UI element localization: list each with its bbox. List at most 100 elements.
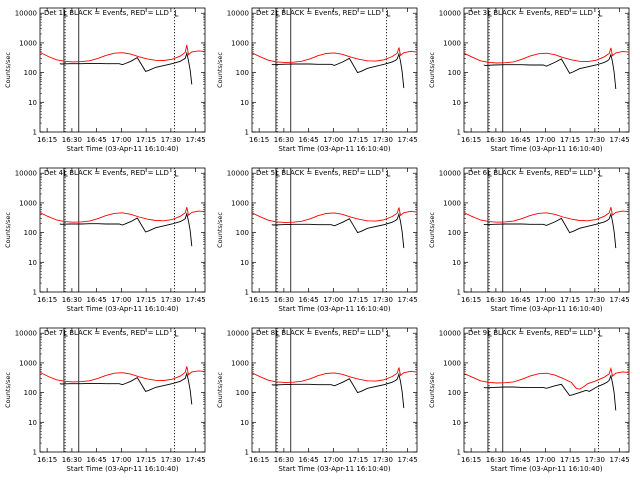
y-tick-label: 10 <box>240 419 249 427</box>
x-tick-label: 17:30 <box>373 296 393 304</box>
series-events-line <box>59 51 193 85</box>
chart-title: Det 4c BLACK = Events, RED = LLD <box>44 169 169 177</box>
chart-title: Det 7c BLACK = Events, RED = LLD <box>44 329 169 337</box>
y-tick-label: 1 <box>33 449 37 457</box>
x-tick-label: 17:45 <box>610 296 630 304</box>
plot-frame <box>463 167 630 293</box>
x-tick-label: 17:45 <box>610 136 630 144</box>
y-axis-label: Counts/sec <box>216 212 224 248</box>
y-tick-label: 10000 <box>227 10 249 18</box>
y-tick-label: 1000 <box>19 39 37 47</box>
chart-title: Det 5c BLACK = Events, RED = LLD <box>256 169 381 177</box>
marker-bracket <box>598 330 603 337</box>
x-tick-label: 17:45 <box>398 136 418 144</box>
x-tick-label: 17:00 <box>111 136 131 144</box>
marker-bracket <box>64 10 68 17</box>
x-tick-label: 16:45 <box>87 136 107 144</box>
x-tick-label: 17:00 <box>535 136 555 144</box>
chart-panel-3: Det 3c BLACK = Events, RED = LLD 1 10 100 10… <box>428 7 630 153</box>
x-tick-label: 16:30 <box>486 296 506 304</box>
x-axis-label: Start Time (03-Apr-11 16:10:40) <box>490 305 602 313</box>
plot-frame <box>39 7 206 133</box>
y-tick-label: 100 <box>448 389 461 397</box>
chart-title: Det 3c BLACK = Events, RED = LLD <box>468 9 593 17</box>
y-axis-label: Counts/sec <box>216 52 224 88</box>
y-tick-label: 10000 <box>227 330 249 338</box>
x-tick-label: 17:30 <box>161 456 181 464</box>
x-tick-label: 17:15 <box>136 136 156 144</box>
series-events-line <box>271 372 405 409</box>
y-tick-label: 10 <box>240 99 249 107</box>
x-tick-label: 16:30 <box>62 136 82 144</box>
y-tick-label: 1 <box>245 449 249 457</box>
x-tick-label: 17:30 <box>373 136 393 144</box>
y-tick-label: 100 <box>448 229 461 237</box>
y-tick-label: 1000 <box>443 199 461 207</box>
y-tick-label: 1000 <box>443 359 461 367</box>
plot-frame <box>251 167 418 293</box>
plot-frame <box>463 7 630 133</box>
series-lld-line <box>463 366 630 390</box>
x-tick-label: 16:30 <box>62 296 82 304</box>
plot-frame <box>251 327 418 453</box>
y-axis-label: Counts/sec <box>428 52 436 88</box>
x-tick-label: 16:45 <box>299 136 319 144</box>
marker-bracket <box>386 10 391 17</box>
y-tick-label: 100 <box>448 69 461 77</box>
x-tick-label: 17:30 <box>585 296 605 304</box>
plot-frame <box>463 327 630 453</box>
x-tick-label: 16:45 <box>511 296 531 304</box>
chart-panel-9: Det 9c BLACK = Events, RED = LLD 1 10 100 10… <box>428 327 630 473</box>
y-tick-label: 10000 <box>439 330 461 338</box>
series-lld-line <box>463 47 630 64</box>
chart-panel-8: Det 8c BLACK = Events, RED = LLD 1 10 100 10… <box>216 327 418 473</box>
chart-title: Det 8c BLACK = Events, RED = LLD <box>256 329 381 337</box>
marker-bracket <box>174 170 179 177</box>
series-lld-line <box>39 207 206 223</box>
series-lld-line <box>251 207 418 223</box>
y-axis-label: Counts/sec <box>428 212 436 248</box>
x-tick-label: 17:30 <box>373 456 393 464</box>
x-tick-label: 17:15 <box>348 456 368 464</box>
x-tick-label: 16:45 <box>299 456 319 464</box>
x-axis-label: Start Time (03-Apr-11 16:10:40) <box>278 305 390 313</box>
x-axis-label: Start Time (03-Apr-11 16:10:40) <box>278 145 390 153</box>
y-tick-label: 100 <box>24 229 37 237</box>
x-tick-label: 17:15 <box>560 456 580 464</box>
y-tick-label: 10000 <box>227 170 249 178</box>
x-tick-label: 17:00 <box>323 296 343 304</box>
y-tick-label: 1 <box>457 129 461 137</box>
x-tick-label: 17:15 <box>136 456 156 464</box>
y-axis-label: Counts/sec <box>4 52 12 88</box>
y-tick-label: 10 <box>28 99 37 107</box>
marker-bracket <box>386 170 391 177</box>
x-tick-label: 16:45 <box>87 456 107 464</box>
x-tick-label: 16:15 <box>37 136 57 144</box>
x-tick-label: 16:30 <box>274 136 294 144</box>
x-tick-label: 16:15 <box>461 456 481 464</box>
y-tick-label: 1 <box>457 289 461 297</box>
marker-bracket <box>598 10 603 17</box>
y-tick-label: 1 <box>33 289 37 297</box>
plot-frame <box>251 7 418 133</box>
series-events-line <box>271 52 405 89</box>
chart-panel-5: Det 5c BLACK = Events, RED = LLD 1 10 100 10… <box>216 167 418 313</box>
series-lld-line <box>39 44 206 63</box>
series-lld-line <box>463 207 630 223</box>
x-tick-label: 17:00 <box>323 136 343 144</box>
x-tick-label: 17:30 <box>585 456 605 464</box>
x-tick-label: 17:15 <box>560 296 580 304</box>
y-tick-label: 1 <box>245 129 249 137</box>
marker-bracket <box>386 330 391 337</box>
x-tick-label: 17:15 <box>348 296 368 304</box>
marker-bracket <box>276 170 280 177</box>
x-tick-label: 16:15 <box>461 136 481 144</box>
y-tick-label: 10000 <box>15 170 37 178</box>
x-axis-label: Start Time (03-Apr-11 16:10:40) <box>490 145 602 153</box>
y-tick-label: 10 <box>452 419 461 427</box>
x-tick-label: 16:15 <box>37 456 57 464</box>
chart-panel-6: Det 6c BLACK = Events, RED = LLD 1 10 100 10… <box>428 167 630 313</box>
y-tick-label: 10000 <box>15 330 37 338</box>
y-tick-label: 1 <box>457 449 461 457</box>
